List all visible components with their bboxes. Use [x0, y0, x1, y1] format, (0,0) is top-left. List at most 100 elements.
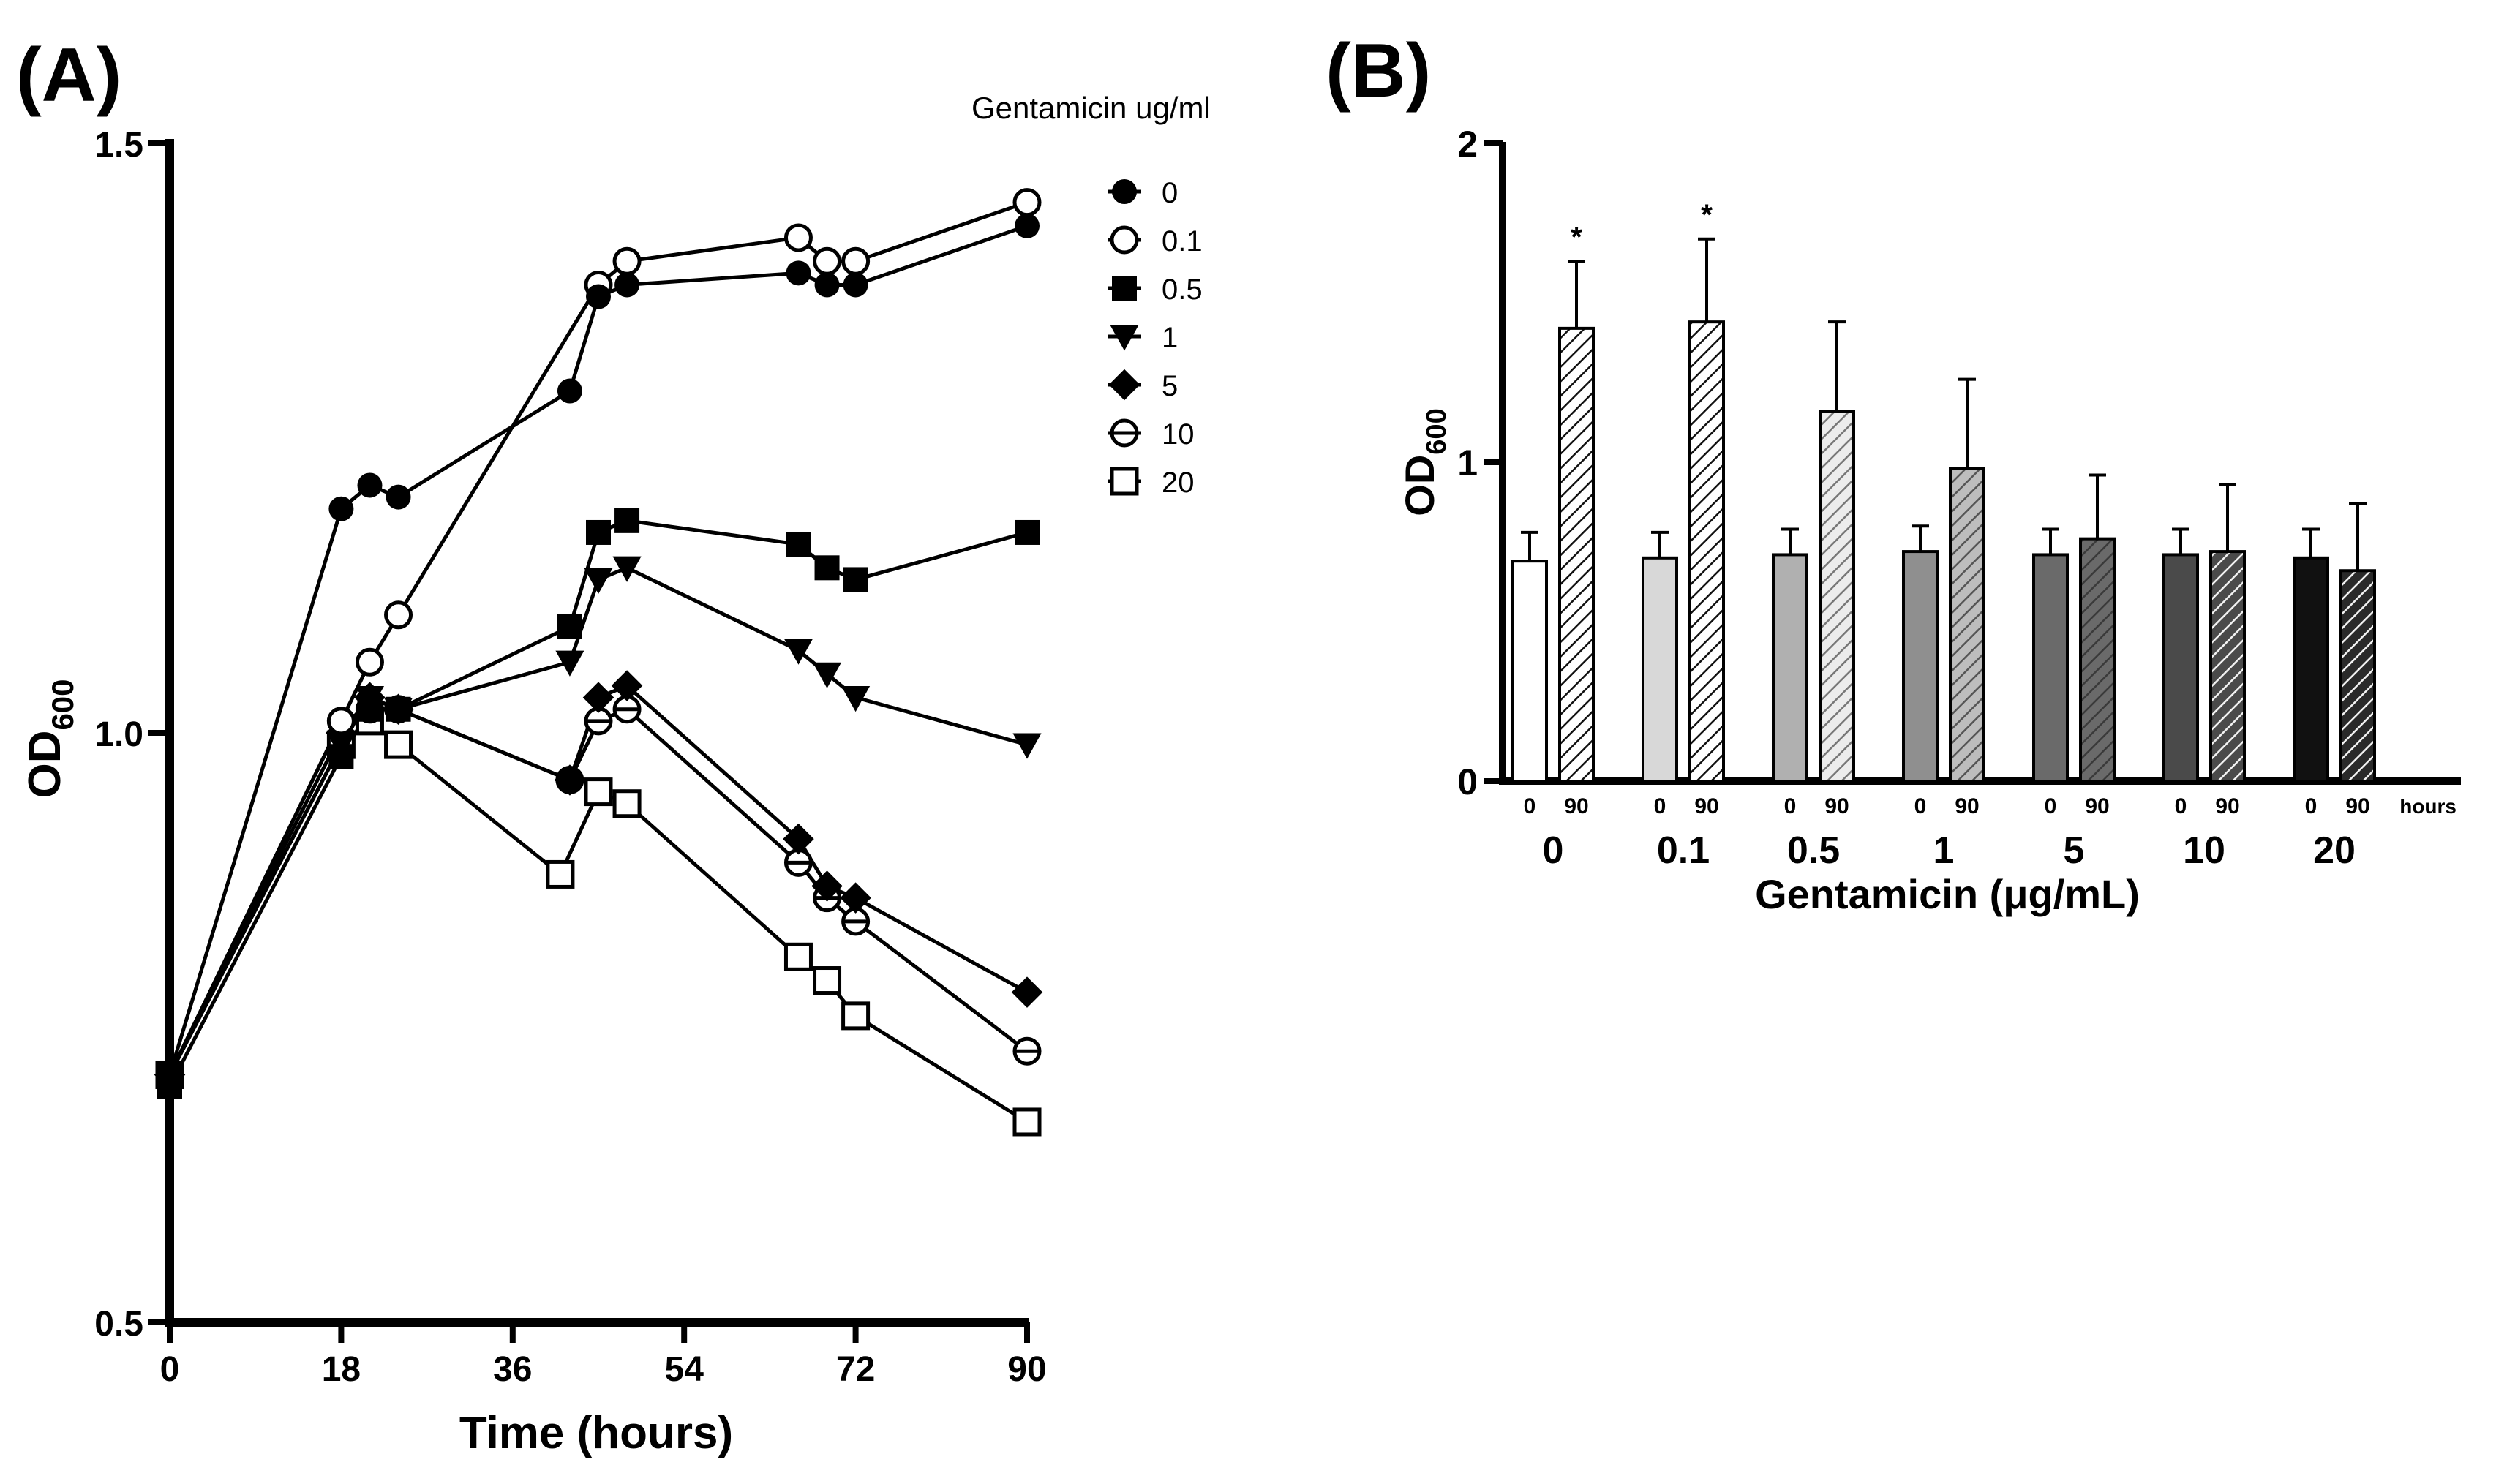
b-y-tick-label-0: 0 [1457, 761, 1478, 802]
point-0.1-2 [355, 647, 384, 677]
bar-time-label-5-0: 0 [2045, 794, 2057, 818]
panel-b-y-label: OD600 [1397, 408, 1452, 516]
point-0.1-8 [841, 246, 871, 276]
bar-0.5-0h [1772, 553, 1808, 783]
point-0-7 [786, 260, 811, 286]
point-0.5-1 [328, 744, 354, 769]
bar-group-5 [2032, 473, 2116, 783]
a-y-tick-label-1: 1.0 [94, 715, 143, 754]
point-5-4 [554, 764, 586, 796]
bar-10-0h [2162, 553, 2199, 783]
a-x-tick-label-5: 90 [1007, 1350, 1046, 1389]
series-markers-0.5 [157, 508, 1040, 1099]
panel-b-y-label-main: OD [1397, 455, 1443, 516]
point-20-4 [546, 859, 575, 889]
bar-0.1-90h [1688, 320, 1725, 783]
series-line-0.1 [168, 200, 1028, 1076]
panel-a-y-label-sub: 600 [45, 679, 80, 730]
bar-0-0h [1511, 560, 1548, 783]
a-x-tick-label-0: 0 [160, 1350, 180, 1389]
bar-0.1-0h [1642, 556, 1678, 783]
point-0-4 [557, 378, 582, 404]
point-0-3 [386, 484, 411, 510]
point-20-5 [584, 777, 613, 807]
point-1-10 [1012, 733, 1042, 759]
bar-time-label-0-0: 0 [1524, 794, 1536, 818]
point-20-6 [612, 789, 642, 818]
point-1-4 [555, 650, 584, 677]
legend-label-5: 5 [1162, 370, 1178, 402]
hours-axis-label: hours [2399, 795, 2456, 818]
point-0.1-1 [326, 707, 356, 736]
bar-time-label-5-90: 90 [2085, 794, 2109, 818]
bar-5-90h [2079, 537, 2116, 783]
category-label-20: 20 [2313, 829, 2356, 872]
bar-0-90h [1558, 326, 1595, 783]
category-label-1: 1 [1933, 829, 1955, 872]
category-label-10: 10 [2183, 829, 2225, 872]
point-0.5-3 [386, 696, 411, 722]
panel-a-label: (A) [16, 33, 121, 118]
bar-time-label-0.5-90: 90 [1824, 794, 1849, 818]
point-1-5 [584, 568, 613, 594]
bar-time-label-1-0: 0 [1914, 794, 1927, 818]
significance-0.1: * [1701, 199, 1713, 231]
bar-time-label-10-0: 0 [2175, 794, 2187, 818]
point-0-5 [586, 284, 611, 309]
point-0-2 [357, 472, 383, 498]
panel-b-label: (B) [1326, 29, 1431, 113]
legend-marker-0.1 [1110, 225, 1139, 255]
bar-5-0h [2032, 553, 2069, 783]
a-x-tick-label-1: 18 [322, 1350, 361, 1389]
panel-a-y-ticks: 0.5 1.0 1.5 [94, 126, 170, 1344]
bar-group-0.5 [1772, 320, 1855, 783]
legend-item-0.1: 0.1 [1108, 225, 1203, 257]
significance-0: * [1571, 221, 1582, 253]
bar-time-label-10-90: 90 [2215, 794, 2239, 818]
point-5-10 [1011, 976, 1043, 1008]
point-20-10 [1012, 1107, 1042, 1137]
bar-group-1 [1902, 377, 1985, 783]
point-0.1-7 [813, 246, 842, 276]
point-1-9 [841, 686, 871, 712]
panel-a: (A) 0.5 1.0 1.5 0 18 36 54 72 90 OD600 Time (ho… [16, 33, 1211, 1458]
legend-item-0.5: 0.5 [1108, 274, 1203, 306]
bar-group-0.1: * [1642, 199, 1725, 783]
bar-time-label-20-90: 90 [2345, 794, 2369, 818]
legend-marker-0 [1112, 179, 1137, 204]
point-5-5 [582, 682, 614, 713]
point-5-9 [840, 882, 871, 914]
point-0-6 [614, 272, 640, 298]
bar-group-20 [2293, 502, 2376, 783]
point-0.5-2 [357, 696, 383, 722]
category-label-0.5: 0.5 [1787, 829, 1840, 872]
bar-time-label-0-90: 90 [1564, 794, 1588, 818]
category-label-5: 5 [2064, 829, 2085, 872]
legend-item-1: 1 [1108, 322, 1178, 354]
series-markers-1 [155, 556, 1042, 1090]
series-markers-0.1 [155, 188, 1042, 1089]
bar-10-90h [2209, 550, 2246, 783]
point-20-3 [384, 730, 413, 759]
point-20-9 [841, 1001, 871, 1031]
legend-label-20: 20 [1162, 467, 1195, 499]
panel-b-y-ticks: 0 1 2 [1457, 124, 1503, 802]
bar-time-label-0.5-0: 0 [1784, 794, 1797, 818]
legend-item-10: 10 [1108, 418, 1195, 451]
point-0-9 [843, 272, 868, 298]
point-5-6 [611, 670, 643, 701]
series-markers-10 [155, 695, 1042, 1089]
series-markers-20 [155, 707, 1042, 1137]
bar-time-label-20-0: 0 [2305, 794, 2318, 818]
legend-label-0.5: 0.5 [1162, 274, 1203, 306]
bar-time-label-0.1-0: 0 [1654, 794, 1666, 818]
a-x-tick-label-3: 54 [665, 1350, 704, 1389]
legend-item-20: 20 [1108, 467, 1195, 499]
series-line-0 [168, 224, 1028, 1076]
bar-20-90h [2339, 569, 2376, 783]
legend-label-0.1: 0.1 [1162, 225, 1203, 257]
point-0-1 [328, 496, 354, 521]
series-line-5 [168, 683, 1029, 1076]
b-y-tick-label-1: 1 [1457, 442, 1478, 483]
